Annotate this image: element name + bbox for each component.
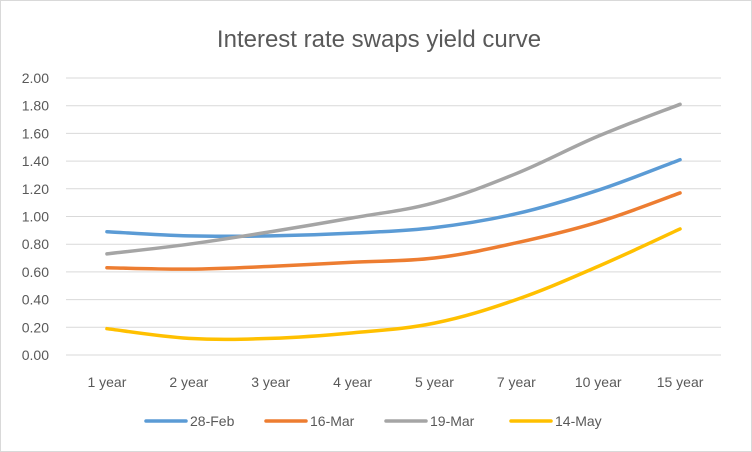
y-tick-label: 1.60 [22,125,49,141]
x-axis-ticks: 1 year 2 year 3 year 4 year 5 year 7 year 10 y… [87,374,703,390]
legend-label: 14-May [555,413,602,429]
y-tick-label: 0.20 [22,319,49,335]
x-tick-label: 2 year [169,374,208,390]
series-line-16-mar [105,191,682,271]
legend-label: 28-Feb [190,413,235,429]
x-tick-label: 15 year [657,374,704,390]
chart-title: Interest rate swaps yield curve [217,26,541,53]
y-tick-label: 1.00 [22,209,49,225]
legend-label: 16-Mar [310,413,355,429]
series-line-14-may [105,227,682,342]
series-line-28-feb [105,157,682,239]
x-tick-label: 1 year [87,374,126,390]
series-lines [105,102,682,342]
y-tick-label: 0.60 [22,264,49,280]
gridlines [66,77,721,356]
x-tick-label: 10 year [575,374,622,390]
y-tick-label: 1.40 [22,153,49,169]
y-axis-ticks: 0.00 0.20 0.40 0.60 0.80 1.00 1.20 1.40 1.60 1.80… [22,70,49,363]
y-tick-label: 1.20 [22,181,49,197]
legend: 28-Feb 16-Mar 19-Mar 14-May [144,413,602,429]
y-tick-label: 0.80 [22,236,49,252]
y-tick-label: 0.00 [22,347,49,363]
legend-label: 19-Mar [430,413,475,429]
x-tick-label: 3 year [251,374,290,390]
x-tick-label: 4 year [333,374,372,390]
y-tick-label: 0.40 [22,292,49,308]
y-tick-label: 1.80 [22,98,49,114]
y-tick-label: 2.00 [22,70,49,86]
x-tick-label: 7 year [497,374,536,390]
x-tick-label: 5 year [415,374,454,390]
series-line-19-mar [105,102,682,256]
